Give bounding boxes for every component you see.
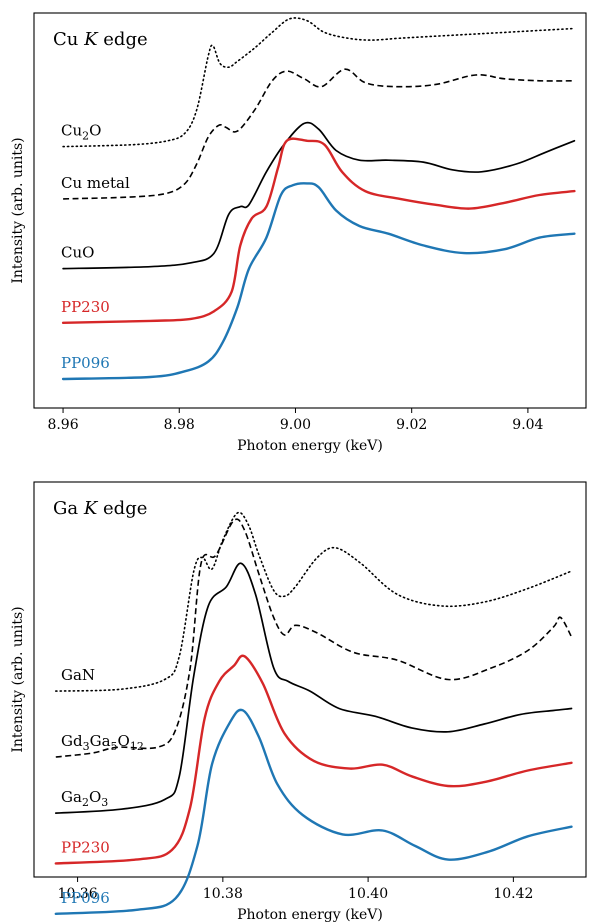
series-label-part: 5 bbox=[111, 740, 118, 753]
x-axis-label: Photon energy (keV) bbox=[237, 907, 383, 923]
chart-panel-2: 10.36 10.38 10.40 10.42 Photon energy (keV) I… bbox=[10, 481, 587, 923]
series-line-cu2o bbox=[62, 17, 576, 148]
series-line-ga2o3 bbox=[54, 562, 573, 814]
series-line-gan bbox=[55, 511, 573, 692]
series-label: Gd3Ga5O12 bbox=[61, 732, 144, 753]
series-label-part: PP230 bbox=[61, 298, 110, 316]
series-line-pp230 bbox=[61, 137, 576, 324]
series-label-part: Ga bbox=[61, 788, 82, 806]
series-line-cuo bbox=[62, 121, 576, 270]
chart-title-part: Ga bbox=[53, 498, 84, 519]
series-label: Cu metal bbox=[61, 174, 130, 192]
y-axis-label: Intensity (arb. units) bbox=[10, 137, 26, 283]
series-line-cu-metal bbox=[63, 68, 575, 200]
x-tick-label: 10.42 bbox=[493, 886, 533, 902]
x-tick-label: 9.02 bbox=[396, 417, 427, 433]
plot-frame bbox=[33, 481, 587, 878]
series-label: PP230 bbox=[61, 838, 110, 856]
series-label-part: 2 bbox=[82, 130, 89, 143]
x-tick-label: 10.36 bbox=[58, 886, 98, 902]
series-label-part: PP096 bbox=[61, 354, 110, 372]
x-tick-label: 9.04 bbox=[512, 417, 543, 433]
x-tick-label: 10.40 bbox=[348, 886, 388, 902]
series-label-part: PP096 bbox=[61, 889, 110, 907]
series-label: Ga2O3 bbox=[61, 788, 108, 809]
x-axis-label: Photon energy (keV) bbox=[237, 438, 383, 454]
x-tick-label: 8.98 bbox=[164, 417, 195, 433]
chart-title-part: K bbox=[83, 498, 99, 519]
series-label-part: CuO bbox=[61, 244, 94, 262]
series-label: GaN bbox=[61, 666, 95, 684]
chart-title-part: edge bbox=[97, 498, 147, 519]
series-label-part: 3 bbox=[83, 740, 90, 753]
chart-title: Ga K edge bbox=[53, 498, 147, 519]
series-label-part: O bbox=[89, 122, 101, 140]
series-line-gd3ga5o12 bbox=[55, 518, 573, 758]
chart-title-part: Cu bbox=[53, 29, 84, 50]
chart-title: Cu K edge bbox=[53, 29, 148, 50]
plot-frame bbox=[33, 12, 587, 409]
series-label: PP230 bbox=[61, 298, 110, 316]
series-label-part: 2 bbox=[82, 796, 89, 809]
y-axis-label: Intensity (arb. units) bbox=[10, 606, 26, 752]
chart-title-part: K bbox=[83, 29, 99, 50]
series-line-pp230 bbox=[54, 654, 573, 865]
series-line-pp096 bbox=[61, 182, 576, 381]
series-label-part: Ga bbox=[90, 732, 111, 750]
x-tick-label: 10.38 bbox=[203, 886, 243, 902]
series-label-part: 12 bbox=[130, 740, 144, 753]
x-tick-label: 9.00 bbox=[280, 417, 311, 433]
series-label: CuO bbox=[61, 244, 94, 262]
series-label-part: 3 bbox=[101, 796, 108, 809]
series-label: Cu2O bbox=[61, 122, 101, 143]
series-label-part: GaN bbox=[61, 666, 95, 684]
series-label: PP096 bbox=[61, 354, 110, 372]
series-label-part: Gd bbox=[61, 732, 83, 750]
series-label: PP096 bbox=[61, 889, 110, 907]
series-line-pp096 bbox=[54, 708, 573, 915]
series-label-part: O bbox=[89, 788, 101, 806]
chart-title-part: edge bbox=[98, 29, 148, 50]
series-label-part: PP230 bbox=[61, 838, 110, 856]
chart-panel-1: 8.96 8.98 9.00 9.02 9.04 Photon energy (keV) I… bbox=[10, 12, 587, 454]
x-tick-label: 8.96 bbox=[47, 417, 78, 433]
series-label-part: Cu metal bbox=[61, 174, 130, 192]
series-label-part: O bbox=[118, 732, 130, 750]
series-label-part: Cu bbox=[61, 122, 82, 140]
